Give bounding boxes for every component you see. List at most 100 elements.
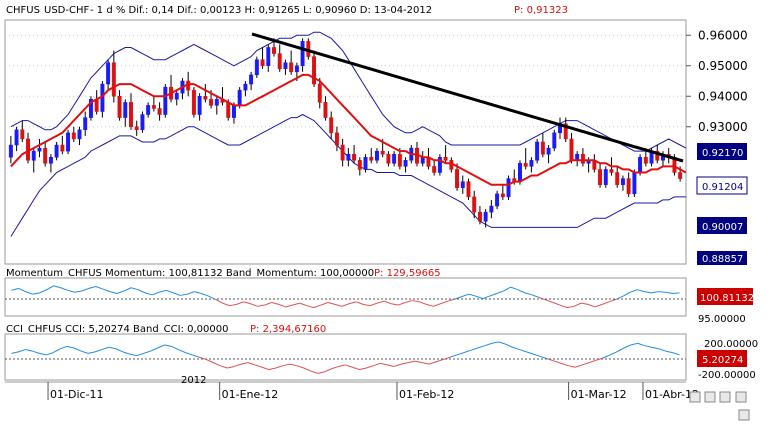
cci-segment [345, 364, 353, 368]
scroll-controls[interactable] [689, 391, 750, 421]
candle-body-up [243, 83, 248, 91]
cci-segment [491, 341, 499, 344]
momentum-segment [419, 301, 427, 305]
zoom-in-button[interactable] [719, 391, 731, 403]
candle-body-up [483, 211, 488, 222]
cci-segment [401, 362, 409, 365]
reset-button[interactable] [738, 409, 750, 421]
momentum-segment [327, 301, 336, 305]
momentum-price-label: P: 129,59665 [374, 268, 441, 279]
candle-body-up [346, 153, 351, 161]
momentum-segment [369, 302, 378, 307]
candle [569, 132, 574, 164]
cci-segment [554, 360, 562, 364]
momentum-segment [355, 301, 364, 305]
momentum-segment [538, 296, 547, 301]
momentum-segment [116, 290, 125, 294]
candle [563, 117, 568, 142]
cci-segment [199, 356, 207, 361]
candle [529, 157, 534, 173]
candle-body-up [603, 169, 608, 185]
cci-badge-text: 5.20274 [702, 355, 743, 366]
momentum-segment [524, 292, 532, 296]
cci-segment [421, 362, 430, 365]
momentum-segment [503, 286, 511, 292]
candle-body-up [300, 41, 305, 66]
candle [329, 111, 334, 139]
cci-segment [498, 341, 506, 345]
momentum-segment [11, 287, 19, 291]
cci-segment [275, 365, 284, 369]
momentum-label: Momentum_CHFUS Momentum: 100,81132 Band_… [6, 268, 374, 279]
cci-axis-tick-bottom: -200.00000 [698, 370, 756, 381]
candle-body-down [323, 102, 328, 118]
candle-body-up [123, 102, 128, 118]
candle [14, 126, 19, 152]
candle-body-down [129, 102, 133, 127]
candle [111, 50, 116, 103]
cci-segment [289, 363, 297, 367]
candle-body-down [472, 196, 477, 213]
candle-body-up [88, 99, 93, 118]
scroll-right-button[interactable] [704, 391, 716, 403]
candle [83, 111, 88, 136]
candle-body-down [455, 169, 460, 188]
momentum-segment [292, 302, 300, 306]
momentum-segment [405, 300, 413, 303]
candle [66, 129, 71, 155]
cci-price-label: P: 2,394,67160 [250, 324, 326, 335]
candle [620, 175, 625, 191]
momentum-badge: 100.81132 [697, 288, 754, 305]
candle-body-up [495, 193, 500, 207]
cci-segment [609, 351, 618, 356]
candle [357, 157, 362, 176]
candle-body-up [460, 181, 465, 188]
candle-body-down [203, 96, 208, 100]
cci-segment [574, 364, 583, 368]
candle-body-down [340, 144, 345, 161]
momentum-segment [130, 287, 139, 291]
candle-body-down [60, 144, 65, 152]
candle-body-down [598, 169, 603, 185]
cci-segment [540, 355, 548, 360]
scroll-left-button[interactable] [689, 391, 701, 403]
momentum-segment [88, 285, 97, 289]
candle-body-down [111, 62, 116, 97]
candle-body-up [54, 144, 59, 158]
candle-body-down [277, 53, 282, 70]
momentum-segment [489, 293, 497, 297]
candle-body-up [14, 129, 19, 146]
candle-body-down [540, 141, 545, 155]
price-axis-tick-label: 0.96000 [698, 28, 748, 42]
momentum-segment [299, 302, 307, 307]
momentum-segment [566, 305, 575, 309]
cci-segment [67, 345, 75, 349]
momentum-segment [412, 300, 420, 303]
cci-segment [122, 351, 130, 355]
upper-band-line [10, 31, 687, 152]
candle [129, 93, 133, 130]
momentum-segment [123, 287, 132, 292]
candle-body-down [260, 59, 265, 67]
momentum-segment [278, 303, 286, 308]
momentum-segment [398, 302, 406, 306]
candle [352, 145, 357, 164]
candle [369, 148, 374, 164]
zoom-out-button[interactable] [735, 391, 747, 403]
momentum-segment [320, 302, 329, 306]
candle-body-up [31, 150, 36, 161]
candle-body-up [374, 150, 379, 161]
candle [437, 154, 442, 176]
momentum-segment [18, 287, 26, 293]
x-axis-tick-label: 01-Ene-12 [222, 388, 279, 401]
momentum-segment [306, 305, 314, 309]
cci-segment [234, 363, 242, 367]
cci-segment [296, 365, 304, 369]
candle-body-up [214, 99, 219, 106]
momentum-segment [194, 291, 202, 295]
candle-body-down [523, 163, 528, 167]
candle [334, 126, 339, 152]
cci-segment [185, 352, 193, 356]
candle [48, 154, 53, 173]
cci-segment [526, 351, 534, 355]
